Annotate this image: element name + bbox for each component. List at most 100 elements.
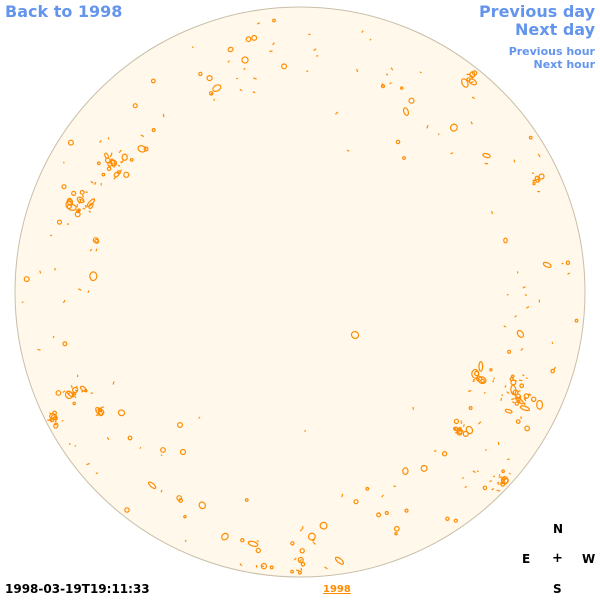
contour-mark xyxy=(62,341,68,347)
contour-mark xyxy=(70,385,73,389)
contour-mark xyxy=(376,512,382,518)
contour-mark xyxy=(553,366,557,371)
contour-mark xyxy=(177,422,184,429)
contour-mark xyxy=(82,207,86,210)
contour-mark xyxy=(474,370,480,377)
contour-mark xyxy=(408,97,415,104)
contour-mark xyxy=(198,416,201,419)
contour-mark xyxy=(227,60,230,63)
next-hour-link[interactable]: Next hour xyxy=(533,58,596,71)
contour-mark xyxy=(272,18,276,23)
contour-mark xyxy=(299,528,303,532)
contour-mark xyxy=(227,46,234,53)
contour-mark xyxy=(565,260,571,266)
previous-hour-link[interactable]: Previous hour xyxy=(508,45,595,58)
contour-mark xyxy=(381,494,384,498)
contour-mark xyxy=(52,335,55,339)
contour-mark xyxy=(245,36,252,43)
contour-mark xyxy=(453,518,458,523)
contour-mark xyxy=(89,248,93,252)
contour-mark xyxy=(95,472,99,475)
contour-mark xyxy=(503,237,508,244)
contour-mark xyxy=(104,152,109,160)
contour-mark xyxy=(511,397,515,401)
contour-mark xyxy=(247,540,259,547)
contour-mark xyxy=(514,401,520,406)
contour-mark xyxy=(56,219,63,225)
contour-mark xyxy=(61,184,67,190)
contour-mark xyxy=(493,377,495,380)
contour-mark xyxy=(550,368,556,374)
contour-mark xyxy=(498,473,501,477)
contour-mark xyxy=(79,385,87,392)
contour-mark xyxy=(55,390,62,396)
contour-mark xyxy=(84,204,87,209)
contour-mark xyxy=(468,406,473,411)
contour-mark xyxy=(472,380,475,383)
contour-mark xyxy=(490,210,494,215)
contour-mark xyxy=(369,38,372,41)
contour-mark xyxy=(465,425,474,435)
contour-mark xyxy=(74,211,81,218)
contour-mark xyxy=(393,525,400,532)
contour-mark xyxy=(107,137,110,140)
contour-mark xyxy=(437,133,440,136)
contour-mark xyxy=(255,547,261,554)
contour-mark xyxy=(213,98,216,101)
contour-mark xyxy=(299,548,305,554)
contour-mark xyxy=(255,564,258,568)
contour-mark xyxy=(99,140,102,143)
contour-mark xyxy=(551,341,554,344)
contour-mark xyxy=(110,152,113,156)
contour-mark xyxy=(457,430,460,434)
contour-mark xyxy=(256,540,260,542)
contour-mark xyxy=(67,139,74,146)
contour-mark xyxy=(124,507,130,513)
contour-mark xyxy=(350,331,360,339)
contour-mark xyxy=(71,386,79,394)
contour-mark xyxy=(160,489,163,493)
contour-mark xyxy=(95,406,104,417)
contour-mark xyxy=(129,157,134,162)
contour-mark xyxy=(537,153,541,158)
compass-center-marker: + xyxy=(552,551,563,566)
contour-mark xyxy=(500,476,509,485)
contour-mark xyxy=(73,395,77,399)
contour-mark xyxy=(89,271,98,282)
contour-mark xyxy=(300,561,306,567)
contour-mark xyxy=(121,160,124,163)
contour-mark xyxy=(518,390,521,392)
contour-mark xyxy=(47,419,51,422)
contour-mark xyxy=(87,290,90,293)
contour-mark xyxy=(88,202,94,210)
contour-mark xyxy=(162,113,165,118)
contour-mark xyxy=(39,270,42,274)
back-to-year-link[interactable]: Back to 1998 xyxy=(5,2,123,21)
contour-mark xyxy=(523,402,526,406)
contour-mark xyxy=(140,134,145,138)
contour-mark xyxy=(293,557,297,561)
contour-mark xyxy=(120,161,123,164)
contour-mark xyxy=(206,74,213,82)
contour-mark xyxy=(74,444,77,447)
contour-mark xyxy=(95,409,98,412)
contour-mark xyxy=(295,569,300,572)
contour-mark xyxy=(384,510,389,516)
contour-mark xyxy=(482,485,488,491)
contour-mark xyxy=(123,171,130,178)
contour-mark xyxy=(441,451,448,457)
contour-mark xyxy=(353,499,359,505)
contour-mark xyxy=(62,390,66,393)
year-link[interactable]: 1998 xyxy=(323,584,351,595)
previous-day-link[interactable]: Previous day xyxy=(478,2,595,21)
contour-mark xyxy=(476,375,483,382)
contour-mark xyxy=(450,152,454,155)
contour-mark xyxy=(460,429,464,432)
contour-mark xyxy=(462,424,465,427)
contour-mark xyxy=(420,464,428,472)
contour-mark xyxy=(538,173,545,180)
contour-mark xyxy=(519,383,525,389)
contour-mark xyxy=(523,393,530,399)
next-day-link[interactable]: Next day xyxy=(515,20,595,39)
